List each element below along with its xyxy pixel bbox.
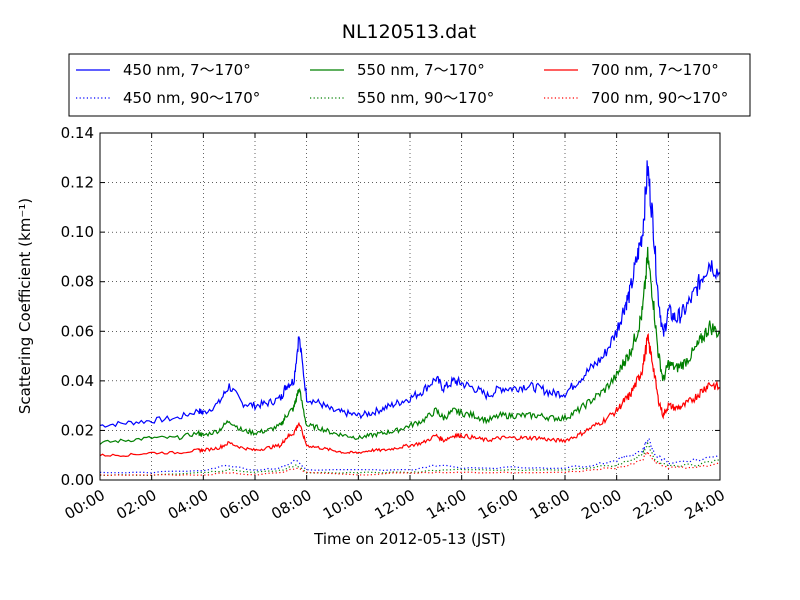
y-tick-label: 0.06 <box>61 322 94 340</box>
x-tick-label: 04:00 <box>165 486 211 523</box>
x-tick-label: 00:00 <box>62 486 108 523</box>
y-tick-label: 0.02 <box>61 421 94 439</box>
x-tick-label: 16:00 <box>475 486 521 523</box>
series-line <box>99 246 721 445</box>
x-tick-label: 06:00 <box>217 486 263 523</box>
y-tick-labels: 0.00 0.02 0.04 0.06 0.08 0.10 0.12 0.14 <box>61 124 94 489</box>
x-tick-label: 24:00 <box>682 486 728 523</box>
series-group <box>99 160 721 477</box>
x-axis-label: Time on 2012-05-13 (JST) <box>313 530 506 548</box>
x-tick-label: 20:00 <box>578 486 624 523</box>
y-tick-label: 0.04 <box>61 372 94 390</box>
legend-label: 550 nm, 7～170° <box>357 61 485 79</box>
legend-label: 700 nm, 7～170° <box>591 61 719 79</box>
series-line <box>99 436 721 474</box>
series-line <box>99 160 721 428</box>
axis-ticks <box>99 132 721 481</box>
y-tick-label: 0.00 <box>61 471 94 489</box>
x-tick-label: 22:00 <box>630 486 676 523</box>
legend-box <box>68 53 751 117</box>
legend-label: 450 nm, 7～170° <box>123 61 251 79</box>
x-tick-label: 08:00 <box>268 486 314 523</box>
series-line <box>99 332 721 458</box>
x-tick-label: 18:00 <box>527 486 573 523</box>
legend-label: 550 nm, 90～170° <box>357 89 494 107</box>
x-tick-label: 14:00 <box>423 486 469 523</box>
series-line <box>99 449 721 477</box>
legend-label: 450 nm, 90～170° <box>123 89 260 107</box>
x-tick-label: 02:00 <box>113 486 159 523</box>
series-line <box>99 441 721 477</box>
legend-label: 700 nm, 90～170° <box>591 89 728 107</box>
x-tick-label: 12:00 <box>372 486 418 523</box>
y-tick-label: 0.10 <box>61 223 94 241</box>
y-tick-label: 0.12 <box>61 174 94 192</box>
y-axis-label: Scattering Coefficient (km⁻¹) <box>16 198 34 414</box>
y-tick-label: 0.08 <box>61 273 94 291</box>
x-tick-label: 10:00 <box>320 486 366 523</box>
chart-legend: 450 nm, 7～170° 550 nm, 7～170° 700 nm, 7～17… <box>68 53 751 117</box>
x-tick-labels: 00:00 02:00 04:00 06:00 08:00 10:00 12:00 14:00… <box>62 486 728 523</box>
y-tick-label: 0.14 <box>61 124 94 142</box>
chart-title: NL120513.dat <box>342 21 477 43</box>
